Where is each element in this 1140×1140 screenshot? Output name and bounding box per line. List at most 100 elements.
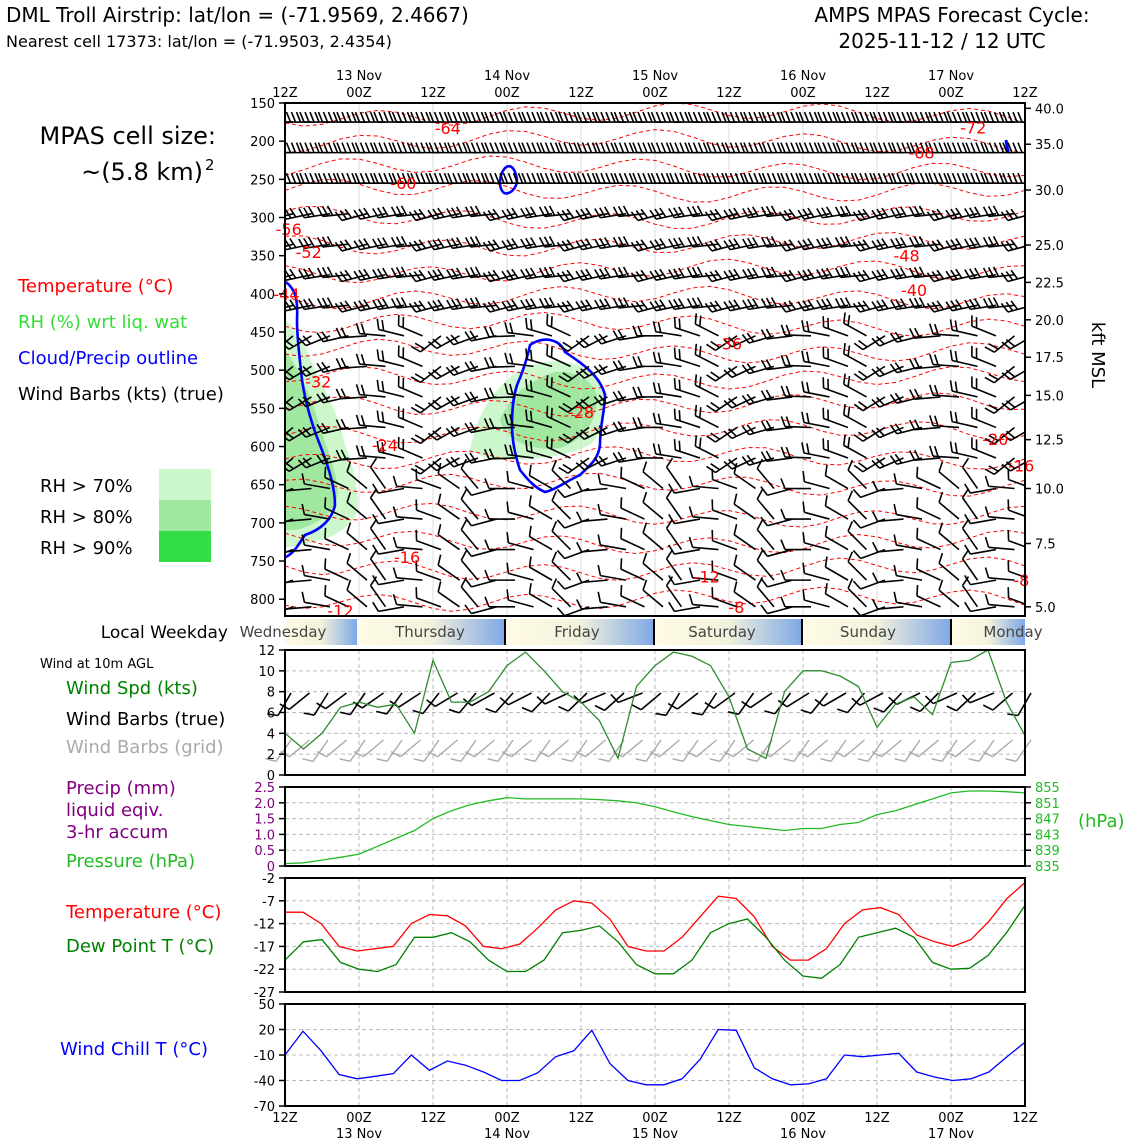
- barb-flag: [689, 82, 693, 92]
- barb-staff: [600, 574, 627, 581]
- barb-flag: [988, 465, 999, 472]
- axis-tick-label: 20: [258, 1024, 275, 1039]
- barb-flag: [824, 464, 828, 476]
- upper-wind-barb: [427, 426, 460, 441]
- upper-wind-barb: [392, 506, 423, 520]
- barb-flag: [760, 329, 768, 340]
- barb-flag: [765, 420, 773, 431]
- barb-flag: [418, 239, 427, 249]
- barb-flag: [295, 111, 302, 123]
- barb-flag: [605, 111, 611, 123]
- barb-flag: [852, 211, 861, 221]
- barb-flag: [649, 301, 657, 312]
- barb-flag: [816, 238, 824, 249]
- barb-flag: [778, 211, 787, 221]
- upper-wind-barb: [706, 396, 738, 413]
- barb-flag: [798, 172, 805, 184]
- upper-wind-barb: [415, 529, 442, 551]
- upper-wind-barb: [929, 323, 960, 337]
- barb-flag: [776, 172, 783, 184]
- upper-wind-barb: [408, 239, 442, 252]
- barb-flag: [369, 172, 376, 184]
- barb-flag: [556, 519, 566, 529]
- barb-flag: [285, 370, 294, 378]
- barb-flag: [469, 330, 477, 341]
- upper-wind-barb: [971, 437, 997, 459]
- barb-flag: [298, 269, 306, 280]
- barb-flag: [741, 456, 750, 466]
- barb-flag: [896, 172, 902, 184]
- barb-staff: [823, 448, 849, 459]
- barb-flag: [391, 111, 398, 123]
- barb-flag: [971, 406, 973, 418]
- barb-flag: [896, 111, 902, 123]
- barb-flag: [603, 298, 611, 309]
- barb-flag: [756, 519, 764, 531]
- upper-wind-barb: [1002, 172, 1025, 184]
- barb-flag: [563, 111, 569, 123]
- barb-flag: [401, 142, 408, 153]
- barb-flag: [964, 483, 972, 494]
- barb-flag: [891, 111, 897, 123]
- barb-flag: [710, 371, 721, 379]
- axis-tick-label: -40: [254, 1075, 275, 1090]
- barb-flag: [408, 272, 417, 282]
- barb-flag: [788, 208, 797, 219]
- barb-flag: [808, 111, 815, 123]
- barb-flag: [760, 604, 769, 615]
- barb-flag: [926, 272, 935, 282]
- upper-wind-barb: [756, 458, 775, 490]
- upper-wind-barb: [301, 564, 331, 581]
- barb-staff: [823, 692, 847, 707]
- barb-flag: [728, 269, 736, 280]
- barb-flag: [686, 206, 694, 217]
- barb-flag: [381, 298, 389, 309]
- barb-flag: [484, 172, 490, 184]
- barb-flag: [556, 272, 565, 282]
- barb-flag: [528, 464, 532, 476]
- upper-wind-barb: [650, 111, 682, 123]
- barb-staff: [471, 487, 497, 497]
- barb-staff: [733, 591, 756, 608]
- surface-wind-barb-true: [594, 692, 625, 712]
- barb-flag: [918, 235, 926, 247]
- barb-staff: [400, 739, 421, 758]
- barb-staff: [896, 513, 923, 520]
- barb-flag: [780, 111, 786, 123]
- barb-flag: [933, 172, 939, 184]
- upper-wind-barb: [798, 111, 830, 123]
- barb-staff: [304, 601, 331, 608]
- upper-wind-barb: [760, 205, 793, 218]
- barb-flag: [319, 82, 323, 92]
- barb-flag: [854, 142, 860, 153]
- upper-wind-barb: [427, 365, 460, 380]
- cell-size-exponent: 2: [205, 156, 215, 174]
- upper-wind-barb: [285, 426, 294, 445]
- barb-flag: [785, 385, 791, 397]
- barb-flag: [506, 208, 514, 219]
- axis-tick-label: 847: [1035, 813, 1060, 828]
- barb-staff: [770, 739, 791, 758]
- legend-rh80-label: RH > 80%: [40, 507, 133, 528]
- barb-flag: [507, 142, 514, 153]
- barb-flag: [993, 111, 1000, 123]
- barb-flag: [549, 111, 556, 123]
- barb-staff: [1015, 739, 1032, 762]
- barb-flag: [765, 267, 773, 278]
- barb-flag: [657, 382, 662, 394]
- pressure-tick-label: 700: [250, 517, 275, 532]
- kft-tick-label: 22.5: [1035, 276, 1064, 291]
- barb-flag: [326, 205, 334, 216]
- barb-flag: [390, 751, 401, 758]
- barb-flag: [916, 497, 919, 509]
- barb-staff: [369, 527, 387, 551]
- barb-staff: [471, 518, 497, 527]
- barb-flag: [852, 519, 862, 529]
- barb-flag: [488, 356, 495, 368]
- upper-wind-barb: [437, 493, 460, 520]
- barb-flag: [464, 751, 475, 758]
- barb-staff: [713, 692, 736, 709]
- barb-flag: [413, 758, 425, 762]
- barb-flag: [802, 470, 806, 482]
- precip-label-1: Precip (mm): [66, 778, 176, 799]
